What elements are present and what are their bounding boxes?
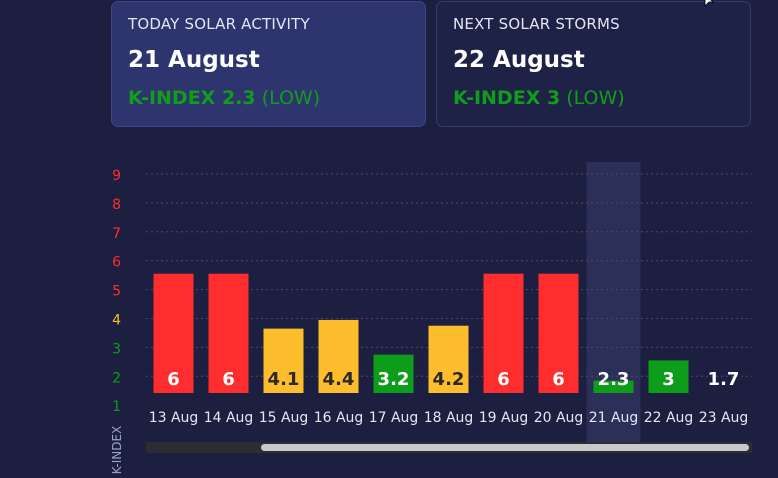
bar-16-aug <box>318 319 359 393</box>
y-tick-label: 3 <box>112 341 121 357</box>
today-kindex-value: K-INDEX 2.3 <box>128 87 256 109</box>
mouse-cursor-icon <box>704 0 714 6</box>
x-tick-label: 13 Aug <box>149 410 199 426</box>
y-tick-label: 8 <box>112 197 121 213</box>
today-card-title: TODAY SOLAR ACTIVITY <box>128 15 310 33</box>
bar-value-label: 6 <box>167 369 180 390</box>
bar-17-aug <box>373 354 414 393</box>
bar-value-label: 3 <box>662 369 675 390</box>
bar-value-label: 6 <box>552 369 565 390</box>
bar-21-aug <box>593 380 634 393</box>
x-tick-label: 15 Aug <box>259 410 309 426</box>
x-tick-label: 23 Aug <box>699 410 749 426</box>
bar-20-aug <box>538 273 579 393</box>
next-kindex-value: K-INDEX 3 <box>453 87 561 109</box>
scrollbar-thumb[interactable] <box>261 444 749 451</box>
bar-22-aug <box>648 360 689 393</box>
today-activity-card: TODAY SOLAR ACTIVITY 21 August K-INDEX 2… <box>111 1 426 127</box>
bar-value-label: 3.2 <box>378 369 410 390</box>
next-card-title: NEXT SOLAR STORMS <box>453 15 620 33</box>
bar-19-aug <box>483 273 524 393</box>
y-axis-title: K-INDEX <box>110 426 124 475</box>
bar-value-label: 1.7 <box>708 369 740 390</box>
bar-15-aug <box>263 328 304 393</box>
y-tick-label: 6 <box>112 255 121 271</box>
today-card-date: 21 August <box>128 47 260 73</box>
x-tick-label: 19 Aug <box>479 410 529 426</box>
next-kindex-level: (LOW) <box>566 87 625 109</box>
x-tick-label: 14 Aug <box>204 410 254 426</box>
y-tick-label: 9 <box>112 168 121 184</box>
bar-14-aug <box>208 273 249 393</box>
bar-18-aug <box>428 325 469 393</box>
x-tick-label: 20 Aug <box>534 410 584 426</box>
x-tick-label: 18 Aug <box>424 410 474 426</box>
bar-value-label: 4.2 <box>433 369 465 390</box>
y-tick-label: 1 <box>112 399 121 415</box>
bar-value-label: 4.1 <box>268 369 300 390</box>
y-tick-label: 4 <box>112 313 121 329</box>
bar-value-label: 6 <box>222 369 235 390</box>
next-storms-card: NEXT SOLAR STORMS 22 August K-INDEX 3 (L… <box>436 1 751 127</box>
x-tick-label: 17 Aug <box>369 410 419 426</box>
bar-value-label: 4.4 <box>323 369 355 390</box>
today-card-kindex: K-INDEX 2.3 (LOW) <box>128 87 409 109</box>
highlight-column <box>586 162 641 442</box>
today-kindex-level: (LOW) <box>261 87 321 109</box>
bar-value-label: 6 <box>497 369 510 390</box>
bar-value-label: 2.3 <box>598 369 630 390</box>
x-tick-label: 21 Aug <box>589 410 639 426</box>
bar-13-aug <box>153 273 194 393</box>
y-tick-label: 2 <box>112 370 121 386</box>
next-card-date: 22 August <box>453 47 585 73</box>
y-tick-label: 7 <box>112 226 121 242</box>
y-tick-label: 5 <box>112 284 121 300</box>
x-tick-label: 16 Aug <box>314 410 364 426</box>
x-tick-label: 22 Aug <box>644 410 694 426</box>
next-card-kindex: K-INDEX 3 (LOW) <box>453 87 734 109</box>
